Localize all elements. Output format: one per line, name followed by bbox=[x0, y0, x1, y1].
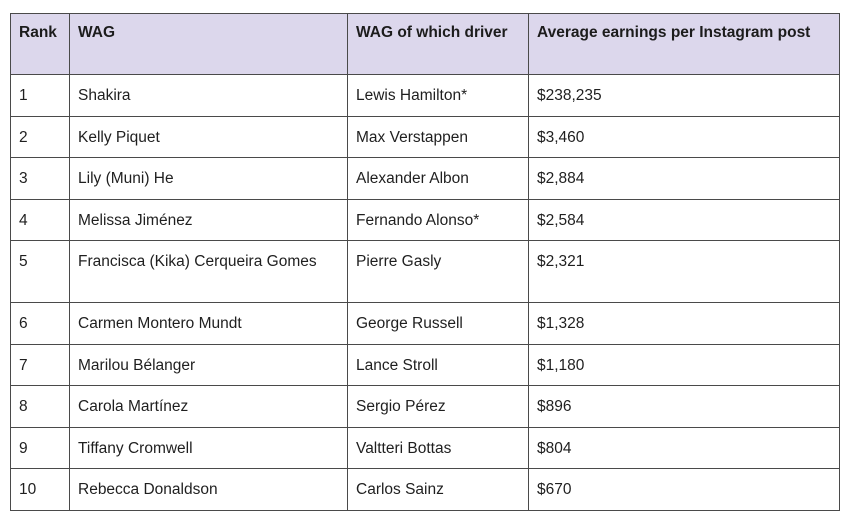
table-row: 2 Kelly Piquet Max Verstappen $3,460 bbox=[10, 115, 840, 158]
cell-earnings: $3,460 bbox=[528, 115, 840, 158]
table-row: 1 Shakira Lewis Hamilton* $238,235 bbox=[10, 74, 840, 117]
header-driver: WAG of which driver bbox=[347, 13, 529, 75]
cell-wag: Carmen Montero Mundt bbox=[69, 302, 348, 345]
cell-rank: 1 bbox=[10, 74, 70, 117]
header-rank: Rank bbox=[10, 13, 70, 75]
cell-driver: Valtteri Bottas bbox=[347, 426, 529, 469]
cell-rank: 8 bbox=[10, 385, 70, 428]
cell-rank: 6 bbox=[10, 302, 70, 345]
cell-wag: Carola Martínez bbox=[69, 385, 348, 428]
header-wag: WAG bbox=[69, 13, 348, 75]
earnings-table: Rank WAG WAG of which driver Average ear… bbox=[10, 13, 840, 511]
header-earnings: Average earnings per Instagram post bbox=[528, 13, 840, 75]
cell-earnings: $670 bbox=[528, 468, 840, 511]
cell-earnings: $1,180 bbox=[528, 343, 840, 386]
cell-driver: Alexander Albon bbox=[347, 157, 529, 200]
cell-rank: 7 bbox=[10, 343, 70, 386]
cell-rank: 2 bbox=[10, 115, 70, 158]
table-row: 8 Carola Martínez Sergio Pérez $896 bbox=[10, 385, 840, 428]
cell-earnings: $238,235 bbox=[528, 74, 840, 117]
cell-driver: Pierre Gasly bbox=[347, 240, 529, 303]
cell-earnings: $896 bbox=[528, 385, 840, 428]
header-row: Rank WAG WAG of which driver Average ear… bbox=[10, 13, 840, 75]
cell-earnings: $804 bbox=[528, 426, 840, 469]
cell-wag: Francisca (Kika) Cerqueira Gomes bbox=[69, 240, 348, 303]
earnings-table-container: Rank WAG WAG of which driver Average ear… bbox=[10, 13, 840, 511]
cell-driver: George Russell bbox=[347, 302, 529, 345]
cell-driver: Fernando Alonso* bbox=[347, 198, 529, 241]
cell-wag: Shakira bbox=[69, 74, 348, 117]
cell-wag: Kelly Piquet bbox=[69, 115, 348, 158]
cell-driver: Sergio Pérez bbox=[347, 385, 529, 428]
cell-driver: Lewis Hamilton* bbox=[347, 74, 529, 117]
cell-earnings: $2,884 bbox=[528, 157, 840, 200]
cell-rank: 3 bbox=[10, 157, 70, 200]
cell-earnings: $2,321 bbox=[528, 240, 840, 303]
cell-driver: Carlos Sainz bbox=[347, 468, 529, 511]
table-row: 6 Carmen Montero Mundt George Russell $1… bbox=[10, 302, 840, 345]
cell-driver: Max Verstappen bbox=[347, 115, 529, 158]
cell-rank: 5 bbox=[10, 240, 70, 303]
table-row: 10 Rebecca Donaldson Carlos Sainz $670 bbox=[10, 468, 840, 511]
cell-wag: Melissa Jiménez bbox=[69, 198, 348, 241]
cell-wag: Lily (Muni) He bbox=[69, 157, 348, 200]
table-row: 9 Tiffany Cromwell Valtteri Bottas $804 bbox=[10, 426, 840, 469]
table-row: 7 Marilou Bélanger Lance Stroll $1,180 bbox=[10, 343, 840, 386]
cell-rank: 9 bbox=[10, 426, 70, 469]
table-row: 3 Lily (Muni) He Alexander Albon $2,884 bbox=[10, 157, 840, 200]
cell-wag: Tiffany Cromwell bbox=[69, 426, 348, 469]
cell-wag: Marilou Bélanger bbox=[69, 343, 348, 386]
cell-rank: 10 bbox=[10, 468, 70, 511]
cell-earnings: $1,328 bbox=[528, 302, 840, 345]
cell-wag: Rebecca Donaldson bbox=[69, 468, 348, 511]
cell-rank: 4 bbox=[10, 198, 70, 241]
table-row: 4 Melissa Jiménez Fernando Alonso* $2,58… bbox=[10, 198, 840, 241]
cell-driver: Lance Stroll bbox=[347, 343, 529, 386]
table-row: 5 Francisca (Kika) Cerqueira Gomes Pierr… bbox=[10, 240, 840, 303]
cell-earnings: $2,584 bbox=[528, 198, 840, 241]
